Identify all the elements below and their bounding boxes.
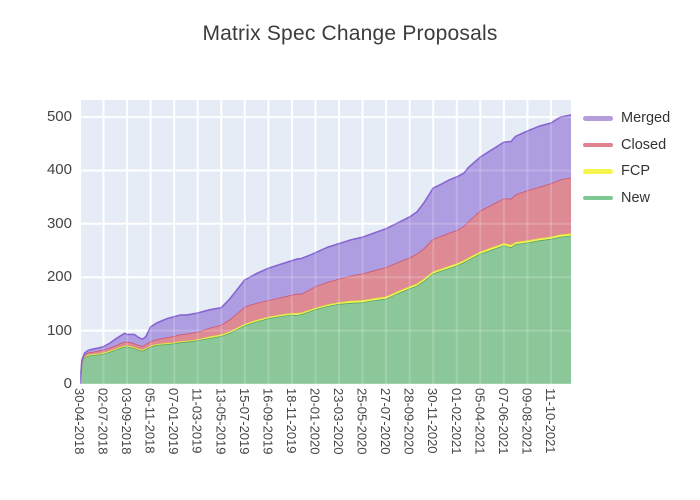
x-tick-label: 28-09-2020 [401,388,417,455]
x-tick-label: 13-05-2019 [213,388,229,455]
x-tick-label: 05-04-2021 [472,388,488,455]
x-tick-label: 02-07-2018 [95,388,111,455]
legend-label: Closed [621,136,667,153]
legend-swatch-icon [583,116,613,121]
legend: Merged Closed FCP New [583,105,670,211]
plot-area[interactable] [80,100,571,384]
legend-label: FCP [621,163,650,180]
area-closed[interactable] [80,177,571,384]
x-tick-label: 07-06-2021 [495,388,511,455]
area-new[interactable] [80,235,571,384]
x-tick-label: 03-09-2018 [119,388,135,455]
gridlines-overlay [80,100,571,384]
x-tick-label: 16-09-2019 [260,388,276,455]
x-tick-label: 11-10-2021 [542,388,558,454]
x-tick-label: 27-07-2020 [378,388,394,455]
legend-label: New [621,190,651,207]
legend-swatch-icon [583,195,613,201]
y-tick-label: 200 [46,268,72,286]
legend-item-merged[interactable]: Merged [583,105,670,132]
x-tick-label: 30-11-2020 [425,388,441,454]
legend-label: Merged [621,110,671,127]
legend-swatch-icon [583,169,613,174]
legend-item-fcp[interactable]: FCP [583,158,670,185]
line-merged [80,114,571,384]
x-tick-label: 25-05-2020 [354,388,370,455]
y-tick-label: 300 [46,214,72,232]
x-tick-label: 23-03-2020 [331,388,347,455]
x-tick-label: 11-03-2019 [189,388,205,454]
x-tick-label: 15-07-2019 [236,388,252,455]
legend-item-new[interactable]: New [583,185,670,212]
area-merged[interactable] [80,114,571,384]
y-tick-label: 400 [46,161,72,179]
chart-title: Matrix Spec Change Proposals [202,22,498,45]
stacked-area-chart[interactable] [80,100,571,384]
y-tick-label: 100 [46,321,72,339]
x-tick-label: 01-02-2021 [448,388,464,455]
x-tick-label: 20-01-2020 [307,388,323,455]
x-tick-label: 07-01-2019 [166,388,182,455]
x-tick-label: 09-08-2021 [519,388,535,455]
y-tick-label: 500 [46,108,72,126]
legend-item-closed[interactable]: Closed [583,132,670,159]
legend-swatch-icon [583,142,613,148]
x-tick-label: 30-04-2018 [72,388,87,455]
x-tick-label: 05-11-2018 [142,388,158,454]
y-tick-label: 0 [63,375,72,392]
x-tick-label: 18-11-2019 [283,388,299,454]
